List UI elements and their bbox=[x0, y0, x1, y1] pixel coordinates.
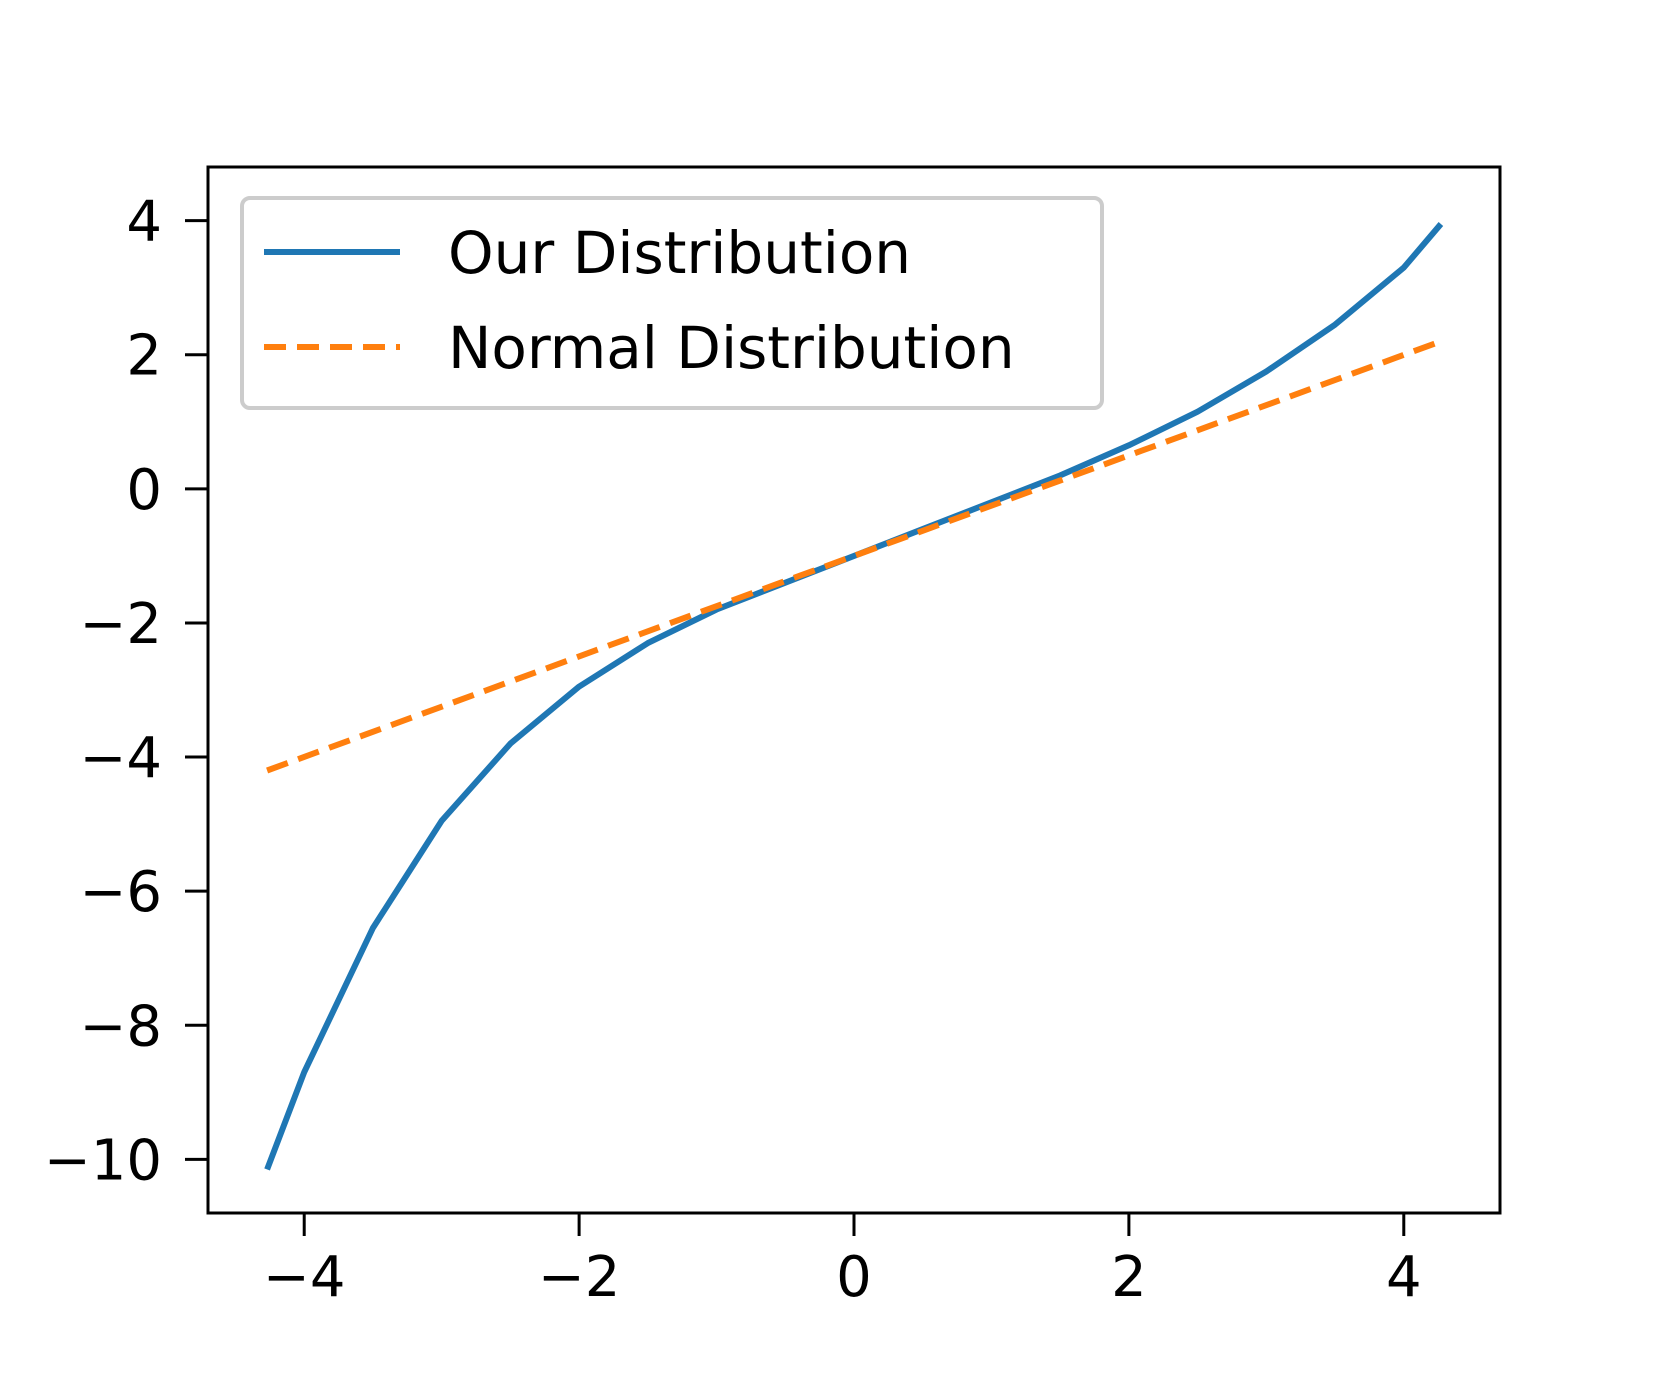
x-tick-label: 4 bbox=[1386, 1245, 1422, 1310]
y-tick-label: −8 bbox=[79, 994, 162, 1059]
legend-label-2: Normal Distribution bbox=[448, 314, 1015, 382]
y-tick-label: 2 bbox=[126, 324, 162, 389]
x-tick-label: 2 bbox=[1111, 1245, 1147, 1310]
series-line-2 bbox=[266, 338, 1442, 774]
x-axis: −4 −2 0 2 4 bbox=[263, 1213, 1422, 1310]
y-tick-label: −2 bbox=[79, 592, 162, 657]
x-tick-label: 0 bbox=[836, 1245, 872, 1310]
series-layer bbox=[264, 222, 1444, 1171]
y-tick-label: 4 bbox=[126, 190, 162, 255]
x-tick-label: −2 bbox=[538, 1245, 621, 1310]
y-tick-label: −10 bbox=[44, 1128, 162, 1193]
y-axis: 4 2 0 −2 −4 −6 −8 −10 bbox=[44, 190, 208, 1193]
legend-label-1: Our Distribution bbox=[448, 219, 911, 287]
y-tick-label: −4 bbox=[79, 726, 162, 791]
legend: Our Distribution Normal Distribution bbox=[240, 196, 1104, 410]
legend-box bbox=[240, 196, 1104, 410]
y-tick-label: −6 bbox=[79, 860, 162, 925]
y-tick-label: 0 bbox=[126, 458, 162, 523]
series-line-1 bbox=[264, 222, 1444, 1171]
x-tick-label: −4 bbox=[263, 1245, 346, 1310]
